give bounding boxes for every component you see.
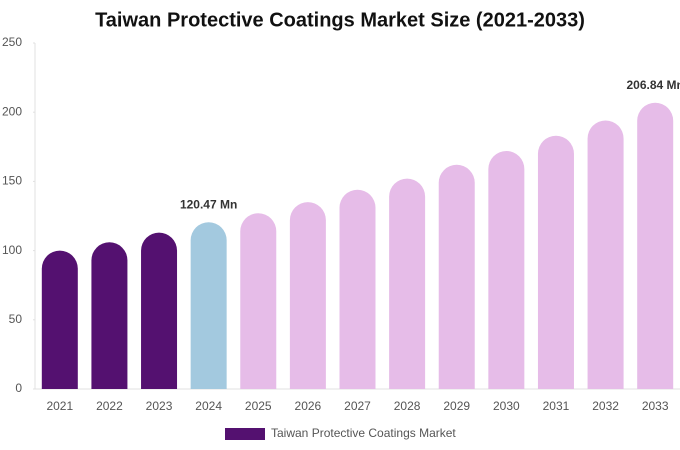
x-tick-label: 2031 <box>543 399 570 413</box>
legend-label: Taiwan Protective Coatings Market <box>271 426 456 440</box>
bar <box>289 202 326 389</box>
y-tick-label: 150 <box>2 174 22 188</box>
bar <box>339 189 376 389</box>
bar <box>240 213 277 389</box>
y-tick-label: 50 <box>9 312 23 326</box>
bar <box>141 232 178 389</box>
x-tick-label: 2029 <box>443 399 470 413</box>
bar <box>537 135 574 389</box>
x-tick-label: 2032 <box>592 399 619 413</box>
y-tick-label: 250 <box>2 35 22 49</box>
y-tick-label: 100 <box>2 243 22 257</box>
x-tick-label: 2027 <box>344 399 371 413</box>
data-label: 120.47 Mn <box>180 197 237 211</box>
bar <box>190 222 227 389</box>
bar <box>488 150 525 389</box>
data-label: 206.84 Mn <box>627 78 680 92</box>
x-tick-label: 2024 <box>195 399 222 413</box>
x-tick-label: 2030 <box>493 399 520 413</box>
x-tick-label: 2022 <box>96 399 123 413</box>
x-tick-label: 2023 <box>146 399 173 413</box>
legend-swatch <box>225 428 265 440</box>
bar <box>587 120 624 389</box>
x-tick-label: 2033 <box>642 399 669 413</box>
bar <box>637 102 674 390</box>
x-tick-label: 2028 <box>394 399 421 413</box>
x-tick-label: 2025 <box>245 399 272 413</box>
bar <box>41 250 78 389</box>
y-tick-label: 0 <box>15 381 22 395</box>
bar <box>389 178 426 389</box>
x-tick-label: 2021 <box>46 399 73 413</box>
chart-title: Taiwan Protective Coatings Market Size (… <box>95 9 585 31</box>
y-tick-label: 200 <box>2 104 22 118</box>
x-tick-label: 2026 <box>295 399 322 413</box>
bar <box>91 242 128 389</box>
bar <box>438 164 475 389</box>
